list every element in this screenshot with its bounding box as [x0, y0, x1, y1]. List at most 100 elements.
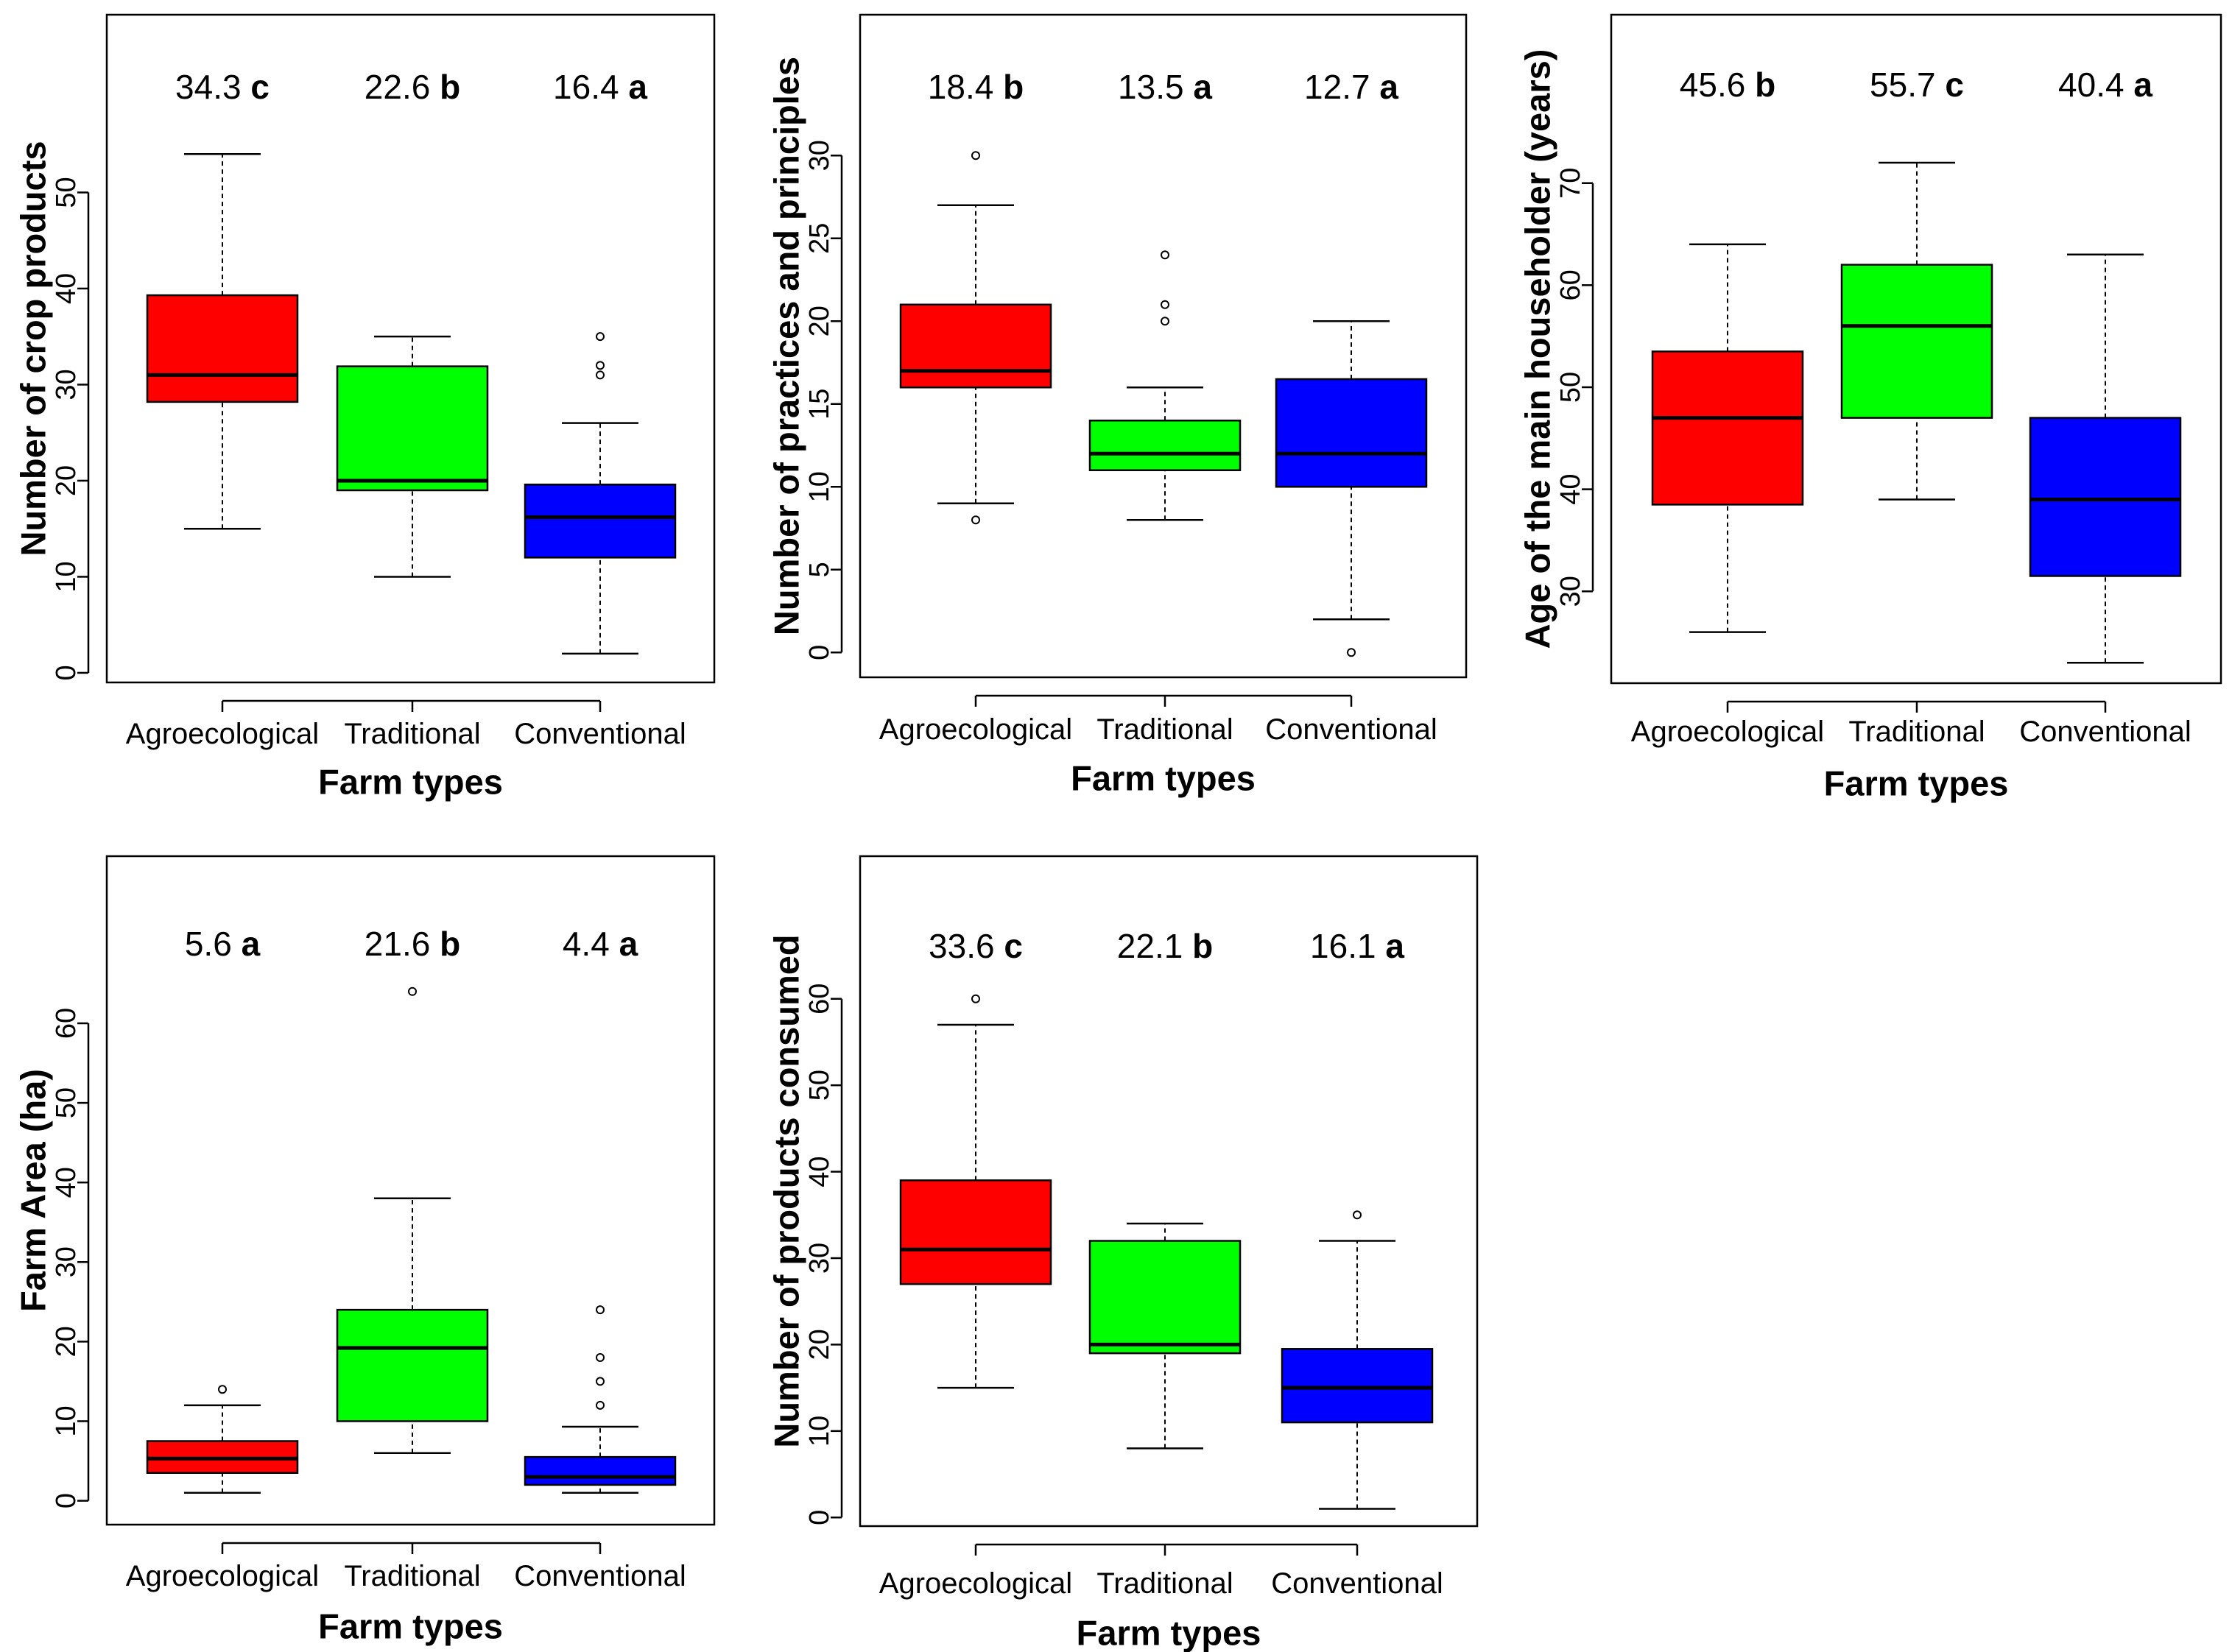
- outlier-point: [971, 151, 980, 160]
- y-tick-label: 20: [51, 465, 82, 496]
- plot-frame: [1610, 13, 2222, 685]
- significance-letter: a: [619, 925, 638, 963]
- mean-space: [1376, 927, 1386, 965]
- x-axis-label: Farm types: [1077, 1614, 1261, 1652]
- mean-annotation: 21.6 b: [365, 925, 460, 963]
- mean-value: 45.6: [1680, 66, 1746, 104]
- y-tick-label: 20: [804, 306, 835, 336]
- category-label: Conventional: [514, 718, 686, 750]
- y-tick-label: 0: [51, 1493, 82, 1508]
- mean-value: 40.4: [2058, 66, 2124, 104]
- outlier-point: [1347, 648, 1356, 657]
- significance-letter: b: [440, 925, 460, 963]
- y-tick-label: 50: [804, 1070, 835, 1101]
- mean-space: [430, 68, 440, 106]
- mean-space: [1936, 66, 1946, 104]
- y-tick-label: 30: [51, 369, 82, 400]
- plot-frame: [859, 13, 1468, 679]
- mean-space: [993, 68, 1003, 106]
- mean-annotation: 5.6 a: [185, 925, 261, 963]
- y-tick-label: 0: [51, 665, 82, 680]
- significance-letter: b: [440, 68, 460, 106]
- significance-letter: a: [2133, 66, 2152, 104]
- iqr-box: [1840, 264, 1993, 419]
- mean-value: 13.5: [1118, 68, 1184, 106]
- y-tick-label: 0: [804, 645, 835, 660]
- iqr-box: [524, 1455, 677, 1486]
- y-tick-label: 30: [51, 1246, 82, 1277]
- significance-letter: a: [1379, 68, 1398, 106]
- y-tick-label: 60: [804, 984, 835, 1014]
- mean-space: [430, 925, 440, 963]
- outlier-point: [596, 361, 605, 370]
- chart-4: 0 10 20 30 40 50 60 Farm Area (ha) Farm types Agr…: [14, 855, 716, 1646]
- significance-letter: c: [250, 68, 270, 106]
- plot-frame: [105, 13, 716, 684]
- category-label: Traditional: [1096, 1567, 1233, 1600]
- mean-value: 34.3: [175, 68, 242, 106]
- mean-value: 5.6: [185, 925, 232, 963]
- significance-letter: b: [1003, 68, 1024, 106]
- mean-space: [1184, 68, 1194, 106]
- y-tick-label: 5: [804, 562, 835, 577]
- mean-value: 4.4: [563, 925, 610, 963]
- iqr-box: [2029, 417, 2182, 577]
- mean-annotation: 12.7 a: [1304, 68, 1398, 106]
- y-tick-label: 30: [1555, 576, 1586, 607]
- plot-frame: [105, 855, 716, 1526]
- mean-space: [619, 68, 629, 106]
- category-label: Traditional: [1096, 713, 1233, 746]
- y-tick-label: 40: [51, 1167, 82, 1198]
- mean-space: [1183, 927, 1192, 965]
- mean-annotation: 55.7 c: [1870, 66, 1964, 104]
- iqr-box: [899, 303, 1052, 389]
- outlier-point: [971, 994, 980, 1003]
- significance-letter: a: [242, 925, 261, 963]
- mean-space: [1745, 66, 1755, 104]
- mean-space: [242, 68, 251, 106]
- iqr-box: [899, 1179, 1052, 1285]
- category-label: Agroecological: [1631, 716, 1824, 748]
- mean-space: [1370, 68, 1380, 106]
- mean-value: 16.4: [553, 68, 619, 106]
- outlier-point: [596, 1305, 605, 1315]
- outlier-point: [596, 1400, 605, 1410]
- y-tick-label: 10: [51, 561, 82, 592]
- y-axis-label: Farm Area (ha): [14, 1069, 53, 1312]
- category-label: Traditional: [344, 718, 480, 750]
- mean-value: 33.6: [929, 927, 995, 965]
- y-tick-label: 50: [51, 177, 82, 208]
- iqr-box: [1088, 420, 1242, 471]
- mean-value: 22.1: [1117, 927, 1183, 965]
- y-axis-label: Number of practices and principles: [767, 57, 806, 635]
- iqr-box: [1275, 378, 1428, 488]
- mean-annotation: 22.6 b: [365, 68, 460, 106]
- x-axis-label: Farm types: [1071, 759, 1256, 798]
- mean-annotation: 22.1 b: [1117, 927, 1213, 965]
- outlier-point: [971, 515, 980, 525]
- outlier-point: [596, 1353, 605, 1362]
- iqr-box: [1281, 1348, 1434, 1424]
- y-tick-label: 15: [804, 389, 835, 420]
- iqr-box: [336, 365, 489, 492]
- y-tick-label: 25: [804, 223, 835, 254]
- y-tick-label: 20: [804, 1329, 835, 1360]
- y-tick-label: 20: [51, 1326, 82, 1357]
- category-label: Conventional: [2019, 716, 2191, 748]
- y-tick-label: 0: [804, 1510, 835, 1525]
- category-label: Conventional: [1265, 713, 1437, 746]
- significance-letter: b: [1192, 927, 1213, 965]
- category-label: Traditional: [1848, 716, 1985, 748]
- y-tick-label: 60: [51, 1008, 82, 1039]
- mean-annotation: 13.5 a: [1118, 68, 1212, 106]
- y-tick-label: 40: [1555, 473, 1586, 504]
- y-tick-label: 30: [804, 1243, 835, 1274]
- mean-value: 12.7: [1304, 68, 1370, 106]
- y-axis-label: Number of products consumed: [767, 934, 806, 1447]
- y-tick-label: 40: [804, 1156, 835, 1187]
